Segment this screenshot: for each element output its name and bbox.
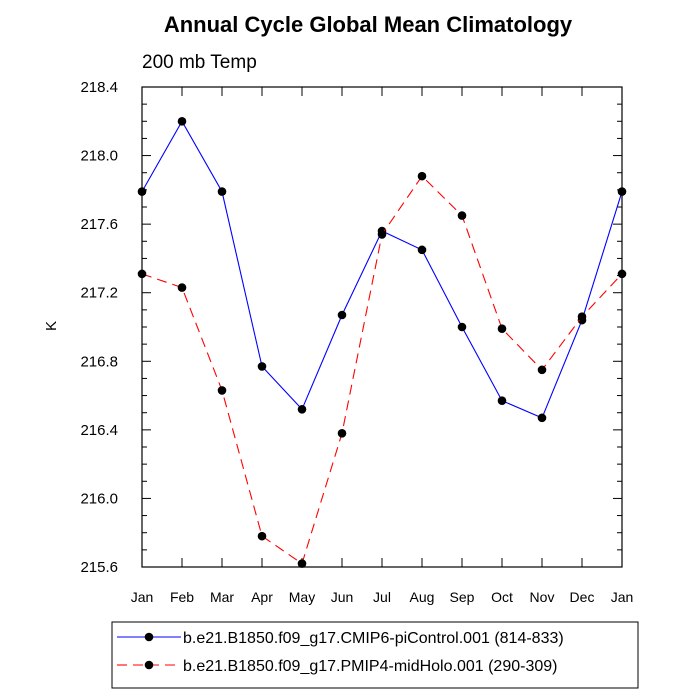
data-point-series-2 (377, 230, 387, 239)
data-point-series-2 (497, 324, 507, 334)
data-point-series-2 (137, 269, 147, 279)
data-point-series-1 (257, 362, 267, 371)
y-tick-label: 216.8 (80, 353, 118, 370)
data-point-series-1 (497, 396, 507, 406)
legend: b.e21.B1850.f09_g17.CMIP6-piControl.001 … (111, 621, 639, 689)
data-point-series-1 (617, 187, 627, 196)
series-layer (137, 116, 627, 568)
data-point-series-1 (217, 187, 227, 196)
data-point-series-1 (417, 245, 427, 255)
data-point-series-1 (457, 322, 467, 332)
x-tick-label: Aug (410, 589, 435, 605)
x-tick-label: Jun (331, 589, 354, 605)
legend-box (111, 621, 639, 689)
x-tick-label: Apr (251, 589, 273, 605)
y-tick-label: 217.2 (80, 285, 118, 302)
data-point-series-1 (337, 310, 347, 320)
y-tick-label: 216.4 (80, 422, 118, 439)
x-tick-label: Jan (611, 589, 634, 605)
y-tick-label: 217.6 (80, 216, 118, 233)
x-tick-label: Dec (570, 589, 595, 605)
y-tick-label: 215.6 (80, 559, 118, 576)
y-tick-label: 216.0 (80, 490, 118, 507)
x-tick-label: Jan (131, 589, 154, 605)
plot-axes (141, 86, 623, 568)
data-point-series-2 (297, 559, 307, 568)
data-point-series-2 (537, 365, 547, 375)
legend-label-2: b.e21.B1850.f09_g17.PMIP4-midHolo.001 (2… (183, 658, 557, 675)
x-tick-label: Sep (450, 589, 475, 605)
data-point-series-2 (457, 211, 467, 220)
y-axis-ticks: 218.4 218.0 217.6 217.2 216.8 216.4 216.0 215.6 (80, 79, 622, 576)
series-line-1 (141, 120, 623, 419)
data-point-series-2 (617, 269, 627, 279)
x-tick-label: May (289, 589, 315, 605)
data-point-series-2 (177, 283, 187, 292)
x-axis-ticks: Jan Feb Mar Apr May Jun Jul Aug Sep Oct Nov Dec Jan (131, 87, 634, 605)
legend-marker-2 (144, 660, 154, 670)
data-point-series-1 (537, 413, 547, 423)
data-point-series-2 (257, 531, 267, 541)
x-tick-label: Feb (170, 589, 194, 605)
y-axis-label: K (43, 321, 60, 331)
x-tick-label: Jul (373, 589, 391, 605)
chart-title: Annual Cycle Global Mean Climatology (164, 12, 573, 37)
plot-frame (141, 86, 623, 568)
x-tick-label: Mar (210, 589, 234, 605)
data-point-series-2 (217, 386, 227, 395)
data-point-series-1 (177, 116, 187, 126)
chart-subtitle: 200 mb Temp (142, 52, 257, 73)
data-point-series-2 (337, 428, 347, 438)
y-tick-label: 218.4 (80, 79, 118, 96)
legend-marker-1 (144, 632, 154, 642)
data-point-series-1 (137, 187, 147, 196)
data-point-series-2 (417, 171, 427, 181)
y-tick-label: 218.0 (80, 148, 118, 165)
data-point-series-2 (577, 312, 587, 322)
x-tick-label: Oct (491, 589, 513, 605)
x-tick-label: Nov (530, 589, 555, 605)
data-point-series-1 (297, 404, 307, 414)
legend-label-1: b.e21.B1850.f09_g17.CMIP6-piControl.001 … (183, 630, 564, 647)
